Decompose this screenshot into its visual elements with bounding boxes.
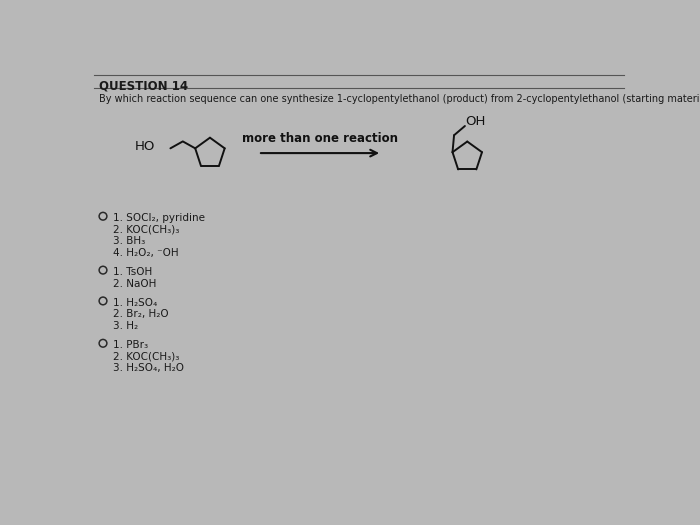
Text: 2. KOC(CH₃)₃: 2. KOC(CH₃)₃ — [113, 352, 179, 362]
Text: 1. PBr₃: 1. PBr₃ — [113, 340, 148, 350]
Text: 3. H₂SO₄, H₂O: 3. H₂SO₄, H₂O — [113, 363, 184, 373]
Text: 3. H₂: 3. H₂ — [113, 321, 138, 331]
Text: 4. H₂O₂, ⁻OH: 4. H₂O₂, ⁻OH — [113, 248, 178, 258]
Text: 1. TsOH: 1. TsOH — [113, 267, 153, 277]
Text: 2. KOC(CH₃)₃: 2. KOC(CH₃)₃ — [113, 225, 179, 235]
Text: 2. NaOH: 2. NaOH — [113, 279, 156, 289]
Text: more than one reaction: more than one reaction — [242, 132, 398, 145]
Text: HO: HO — [134, 140, 155, 153]
Text: QUESTION 14: QUESTION 14 — [99, 80, 188, 93]
Text: 2. Br₂, H₂O: 2. Br₂, H₂O — [113, 309, 169, 319]
Text: 1. SOCl₂, pyridine: 1. SOCl₂, pyridine — [113, 213, 205, 223]
Text: 1. H₂SO₄: 1. H₂SO₄ — [113, 298, 158, 308]
Text: OH: OH — [466, 115, 486, 128]
Text: By which reaction sequence can one synthesize 1-cyclopentylethanol (product) fro: By which reaction sequence can one synth… — [99, 94, 700, 104]
Text: 3. BH₃: 3. BH₃ — [113, 236, 146, 246]
